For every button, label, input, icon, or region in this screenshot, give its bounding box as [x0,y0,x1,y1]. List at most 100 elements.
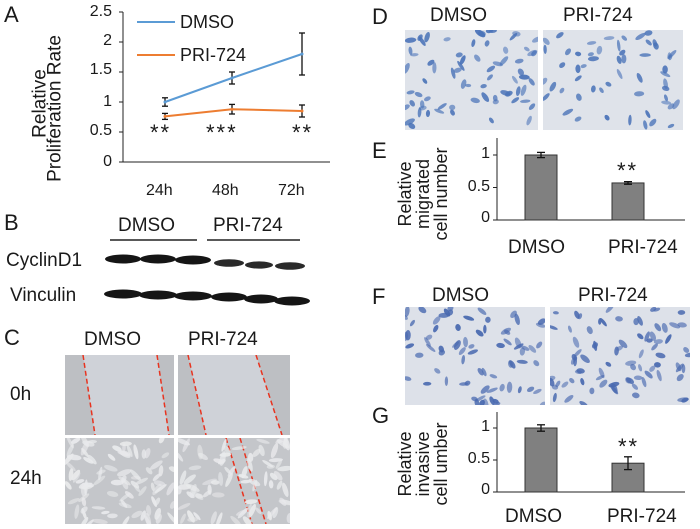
cell [461,354,466,365]
cell [539,401,545,405]
cell [662,65,668,74]
cell [509,32,518,41]
cell [117,469,132,477]
cell [654,323,662,332]
cell [452,341,459,348]
cell [616,55,622,64]
cell [405,118,415,126]
cell [415,352,424,358]
western-row-cyclind1: CyclinD1 [6,250,83,271]
cell [625,360,637,366]
cell [621,54,627,64]
chart-a-sig-48h: *** [206,120,238,145]
cell [75,479,85,484]
cell [549,81,557,92]
cell [185,483,200,492]
cell [277,465,290,472]
cell [556,32,564,39]
chart-e-xtick: DMSO [508,237,565,258]
cell [151,496,157,507]
cell [586,326,593,335]
cell [263,471,268,487]
cell [269,472,278,481]
band [244,294,278,304]
cell [423,381,432,386]
band [274,296,310,306]
cell [667,50,677,59]
cell [87,454,97,465]
cell [210,511,217,524]
band [214,259,244,267]
cell [110,479,124,486]
cell [660,71,671,78]
cell [591,342,598,349]
cell [221,438,227,452]
cell [187,517,199,522]
cell [516,359,528,364]
cell [81,497,87,507]
cell [66,443,74,457]
cell [286,513,290,524]
band [174,291,212,301]
panel-label-d: D [372,4,388,29]
cell [460,79,467,89]
cell [605,307,615,313]
chart-a-xtick: 24h [146,182,173,199]
cell [589,387,595,395]
cell [603,36,615,41]
cell [604,114,610,121]
cell [424,32,430,43]
cell [633,318,639,326]
cell [81,508,87,520]
cell [586,41,597,45]
chart-g-ytick: 0 [481,481,490,498]
cell [645,110,651,119]
cell [515,86,521,96]
cell [649,331,657,341]
cell [405,104,410,111]
cell [80,517,89,524]
cell [65,453,74,466]
cell [154,507,161,520]
cell [555,380,561,388]
cell [661,322,668,333]
cell [605,361,612,367]
cell [65,461,76,472]
cell [649,118,657,127]
wound-row-0h: 0h [10,384,32,405]
cell [596,45,603,55]
western-bands-vinculin [104,289,310,306]
cell [559,87,565,94]
cell [414,91,423,98]
cell [508,360,513,368]
cell [669,322,681,329]
band [175,255,211,265]
chart-e-sig: ** [617,158,639,183]
band [275,262,305,270]
cell [405,37,417,43]
cell [268,480,274,489]
cell [427,59,435,66]
cell [517,386,522,394]
cell [638,349,644,359]
cell [455,324,461,331]
cell [477,307,487,315]
cell [426,344,436,352]
band [211,292,247,302]
chart-a-point [163,114,167,118]
cell [405,330,411,341]
cell [409,100,416,107]
wound-image-dmso-0h [65,355,174,435]
panel-label-b: B [4,210,19,235]
wound-image-dmso-24h [65,438,174,524]
cell [577,313,583,320]
cell [248,478,261,487]
cell [654,362,661,368]
cell [425,109,431,118]
cell [676,374,684,382]
panel-label-c: C [4,325,20,350]
cell [161,452,170,459]
cell [514,58,524,64]
